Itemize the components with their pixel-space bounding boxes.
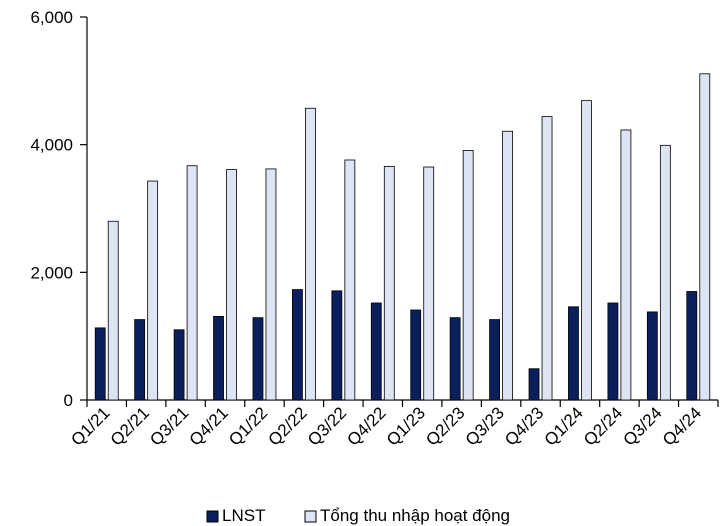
bar-lnst [489, 319, 500, 401]
x-tick-label: Q1/24 [541, 403, 587, 449]
x-tick-label: Q4/24 [659, 403, 705, 449]
bar-lnst [568, 306, 579, 401]
bar-lnst [410, 309, 422, 401]
bar-tong-thu-nhap [383, 165, 395, 401]
bar-tong-thu-nhap [265, 168, 277, 401]
bar-tong-thu-nhap [581, 100, 592, 401]
bar-lnst [173, 329, 185, 401]
bar-tong-thu-nhap [462, 150, 474, 401]
x-tick-label: Q2/22 [265, 403, 311, 449]
x-tick-label: Q4/23 [501, 403, 547, 449]
x-tick-label: Q3/22 [304, 403, 350, 449]
bar-tong-thu-nhap [107, 220, 119, 401]
bar-tong-thu-nhap [186, 165, 198, 401]
y-tick-label: 4,000 [30, 136, 73, 155]
bar-lnst [607, 302, 619, 401]
bar-lnst [528, 368, 540, 401]
x-tick-label: Q1/23 [383, 403, 429, 449]
x-tick-label: Q2/21 [107, 403, 153, 449]
bar-tong-thu-nhap [305, 107, 316, 401]
bar-lnst [292, 289, 303, 401]
bar-tong-thu-nhap [659, 144, 671, 401]
bar-lnst [252, 317, 264, 401]
bar-tong-thu-nhap [226, 169, 237, 401]
bar-tong-thu-nhap [620, 129, 632, 401]
legend-swatch-tong-thu-nhap [304, 510, 317, 523]
legend-swatch-lnst [206, 510, 219, 523]
bar-tong-thu-nhap [147, 180, 159, 401]
x-tick-label: Q4/22 [343, 403, 389, 449]
x-tick-label: Q2/23 [422, 403, 468, 449]
x-tick-label: Q4/21 [186, 403, 232, 449]
bar-lnst [213, 315, 224, 401]
bar-lnst [449, 317, 461, 401]
x-axis: Q1/21Q2/21Q3/21Q4/21Q1/22Q2/22Q3/22Q4/22… [67, 399, 719, 450]
x-tick-label: Q3/23 [462, 403, 508, 449]
bar-tong-thu-nhap [423, 166, 435, 401]
y-tick-label: 0 [64, 391, 73, 410]
x-tick-label: Q1/22 [225, 403, 271, 449]
legend-label-tong-thu-nhap: Tổng thu nhập hoạt động [320, 506, 510, 525]
bar-tong-thu-nhap [344, 159, 356, 401]
x-tick-label: Q1/21 [67, 403, 113, 449]
legend-label-lnst: LNST [222, 506, 265, 525]
bar-lnst [646, 311, 658, 401]
y-tick-label: 6,000 [30, 8, 73, 27]
bar-lnst [686, 291, 698, 401]
bar-lnst [94, 327, 106, 401]
x-tick-label: Q2/24 [580, 403, 626, 449]
bar-lnst [331, 290, 343, 401]
bar-tong-thu-nhap [541, 116, 553, 401]
x-tick-label: Q3/24 [619, 403, 665, 449]
x-tick-label: Q3/21 [146, 403, 192, 449]
bars [94, 73, 711, 401]
bar-tong-thu-nhap [502, 130, 513, 401]
y-axis: 0 2,000 4,000 6,000 [30, 8, 88, 410]
bar-tong-thu-nhap [699, 73, 711, 401]
legend: LNST Tổng thu nhập hoạt động [206, 506, 510, 525]
y-tick-label: 2,000 [30, 263, 73, 282]
bar-lnst [134, 319, 146, 401]
bar-lnst [370, 302, 382, 401]
